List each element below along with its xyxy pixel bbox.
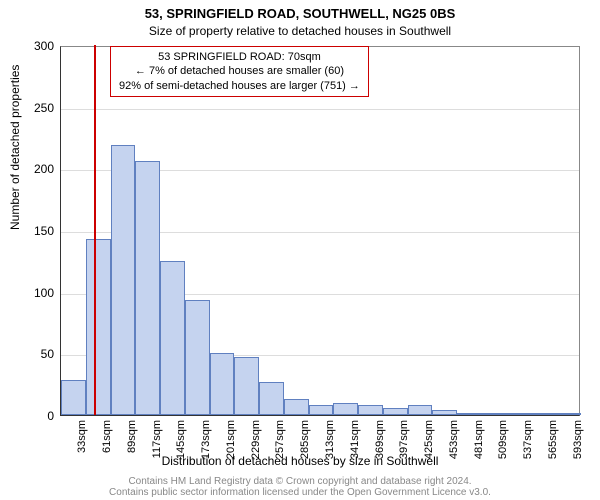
y-tick-label: 0 (47, 409, 54, 423)
histogram-bar (556, 413, 581, 415)
plot-area (60, 46, 580, 416)
info-line-1: 53 SPRINGFIELD ROAD: 70sqm (119, 50, 360, 64)
y-gridline (61, 109, 579, 110)
attribution-line-2: Contains public sector information licen… (0, 487, 600, 498)
histogram-bar (333, 403, 358, 415)
info-line-2: ← 7% of detached houses are smaller (60) (119, 64, 360, 78)
x-tick-label: 89sqm (126, 420, 138, 453)
info-box: 53 SPRINGFIELD ROAD: 70sqm ← 7% of detac… (110, 46, 369, 97)
y-tick-label: 100 (34, 286, 54, 300)
histogram-bar (234, 357, 259, 415)
page-title: 53, SPRINGFIELD ROAD, SOUTHWELL, NG25 0B… (0, 6, 600, 21)
histogram-bar (185, 300, 210, 415)
x-tick-label: 33sqm (76, 420, 88, 453)
histogram-bar (531, 413, 556, 415)
y-ticks: 050100150200250300 (0, 46, 58, 416)
x-tick-label: 61sqm (101, 420, 113, 453)
y-tick-label: 250 (34, 101, 54, 115)
histogram-bar (383, 408, 408, 415)
histogram-bar (111, 145, 136, 415)
info-line-3: 92% of semi-detached houses are larger (… (119, 79, 360, 93)
histogram-bar (135, 161, 160, 415)
histogram-bar (482, 413, 507, 415)
y-tick-label: 150 (34, 224, 54, 238)
histogram-bar (432, 410, 457, 415)
histogram-bar (259, 382, 284, 415)
histogram-bar (160, 261, 185, 415)
histogram-bar (86, 239, 111, 415)
x-tick-label: 117sqm (151, 420, 163, 458)
histogram-bar (210, 353, 235, 415)
histogram-bar (507, 413, 532, 415)
marker-line (94, 45, 96, 415)
page-subtitle: Size of property relative to detached ho… (0, 24, 600, 38)
histogram-bar (408, 405, 433, 415)
histogram-bar (284, 399, 309, 415)
x-ticks: 33sqm61sqm89sqm117sqm145sqm173sqm201sqm2… (60, 418, 580, 458)
attribution: Contains HM Land Registry data © Crown c… (0, 476, 600, 498)
histogram-bar (457, 413, 482, 415)
y-tick-label: 200 (34, 162, 54, 176)
histogram-bar (61, 380, 86, 415)
y-tick-label: 300 (34, 39, 54, 53)
histogram-bar (309, 405, 334, 415)
x-axis-label: Distribution of detached houses by size … (0, 454, 600, 468)
histogram-bar (358, 405, 383, 415)
y-tick-label: 50 (41, 347, 54, 361)
attribution-line-1: Contains HM Land Registry data © Crown c… (0, 476, 600, 487)
